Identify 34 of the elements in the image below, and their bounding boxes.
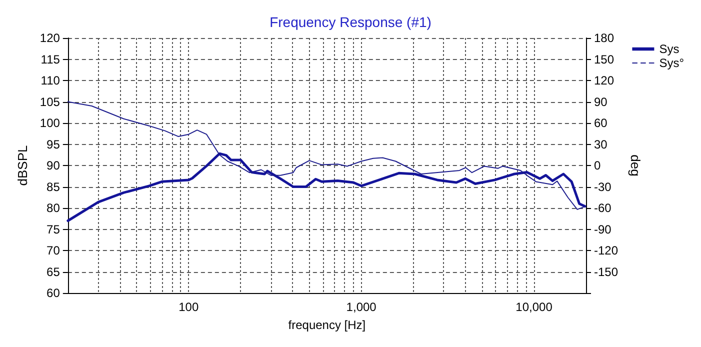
- y-tick-label: 110: [40, 74, 60, 88]
- chart-title: Frequency Response (#1): [270, 14, 432, 30]
- y-tick-label: 65: [46, 264, 60, 279]
- y2-tick-label: 0: [594, 158, 601, 172]
- y2-tick-label: 120: [594, 74, 614, 88]
- y2-tick-label: 150: [594, 52, 614, 66]
- y-tick-label: 75: [46, 222, 60, 236]
- y-tick-label: 115: [40, 52, 60, 66]
- y2-tick-label: -30: [594, 180, 612, 194]
- legend-label: Sys°: [659, 56, 684, 70]
- y-tick-label: 120: [40, 31, 60, 45]
- y-tick-label: 80: [46, 201, 60, 215]
- x-axis-title: frequency [Hz]: [288, 318, 366, 332]
- legend-label: Sys: [659, 42, 680, 56]
- y2-tick-label: -90: [594, 222, 612, 236]
- y2-tick-label: 90: [594, 94, 608, 109]
- y-tick-label: 90: [46, 158, 60, 172]
- y2-tick-label: -150: [594, 264, 618, 279]
- y-tick-label: 60: [46, 286, 60, 300]
- y2-tick-label: -120: [594, 244, 618, 258]
- y-tick-label: 95: [46, 137, 60, 152]
- y2-tick-label: 60: [594, 116, 608, 130]
- y-axis-title: dBSPL: [15, 145, 30, 186]
- x-tick-label: 10,000: [516, 300, 553, 314]
- x-tick-label: 1,000: [346, 300, 377, 314]
- y-tick-label: 85: [46, 180, 60, 194]
- y-tick-label: 70: [46, 244, 60, 258]
- y-tick-label: 105: [40, 94, 60, 109]
- y2-tick-label: -60: [594, 201, 612, 215]
- y-tick-label: 100: [40, 116, 60, 130]
- y2-axis-title: deg: [628, 154, 643, 176]
- x-tick-label: 100: [178, 300, 199, 314]
- y2-tick-label: 30: [594, 137, 608, 152]
- y2-tick-label: 180: [594, 31, 614, 45]
